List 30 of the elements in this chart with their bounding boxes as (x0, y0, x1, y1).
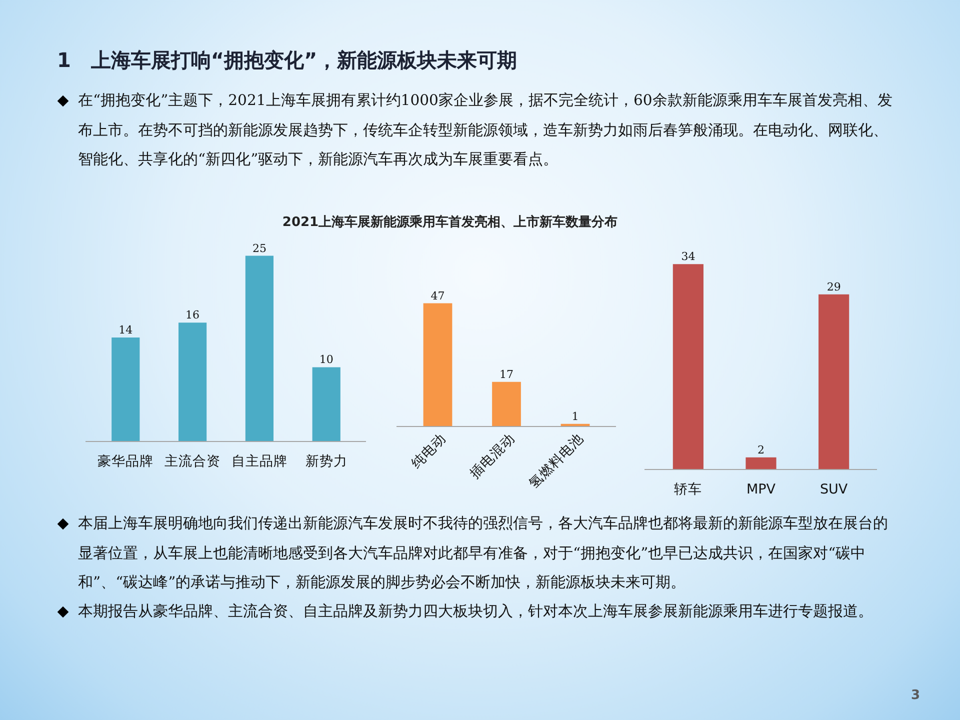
x-tick-label: 轿车 (674, 482, 702, 498)
data-label: 16 (186, 308, 200, 322)
bar (312, 367, 340, 442)
text: 在“拥抱变化”主题下，2021上海车展拥有累计约1000家企业参展，据不完全统计，60余款新能源乘用车车展首发亮相、发布上市。在势不可挡的新能源发展趋势下，传统车企转型新能源领域，造车新势力如雨后春笋般涌现。在电动化、网联化、智能化、共享化的“新四化”驱动下，新能源汽车再次成为车展重要看点。 (77, 91, 894, 170)
x-tick-label: 豪华品牌 (98, 454, 154, 470)
data-label: 29 (826, 280, 841, 294)
x-tick-label: 插电混动 (467, 430, 518, 482)
data-label: 2 (758, 443, 764, 456)
x-tick-label: 自主品牌 (231, 454, 288, 470)
data-label: 1 (572, 410, 579, 423)
x-tick-label: 氢燃料电池 (526, 430, 587, 492)
data-label: 10 (319, 353, 334, 366)
text: 3 (911, 687, 920, 705)
bar (112, 338, 140, 442)
text: 本期报告从豪华品牌、主流合资、自主品牌及新势力四大板块切入，针对本次上海车展参展新能源乘用车进行专题报道。 (77, 602, 874, 622)
bar (245, 256, 274, 442)
text: 2021上海车展新能源乘用车首发亮相、上市新车数量分布 (281, 214, 619, 232)
x-tick-label: MPV (746, 482, 776, 498)
data-label: 17 (500, 368, 514, 381)
bar (178, 322, 207, 442)
data-label: 47 (430, 289, 445, 302)
x-tick-label: 主流合资 (164, 454, 221, 470)
data-label: 14 (118, 324, 133, 336)
x-tick-label: 新势力 (305, 454, 348, 470)
x-tick-label: SUV (820, 482, 848, 498)
data-label: 25 (252, 242, 266, 255)
x-tick-label: 纯电动 (408, 430, 450, 472)
text: 1 上海车展打响“拥抱变化”，新能源板块未来可期 (57, 47, 518, 74)
data-label: 34 (681, 250, 696, 264)
text: 本届上海车展明确地向我们传递出新能源汽车发展时不我待的强烈信号，各大汽车品牌也都将最新的新能源车型放在展台的显著位置，从车展上也能清晰地感受到各大汽车品牌对此都早有准备，对于“拥抱变化”也早已达成共识，在国家对“碳中和”、“碳达峰”的承诺与推动下，新能源发展的脚步势必会不断加快，新能源板块未来可期。 (77, 514, 889, 593)
